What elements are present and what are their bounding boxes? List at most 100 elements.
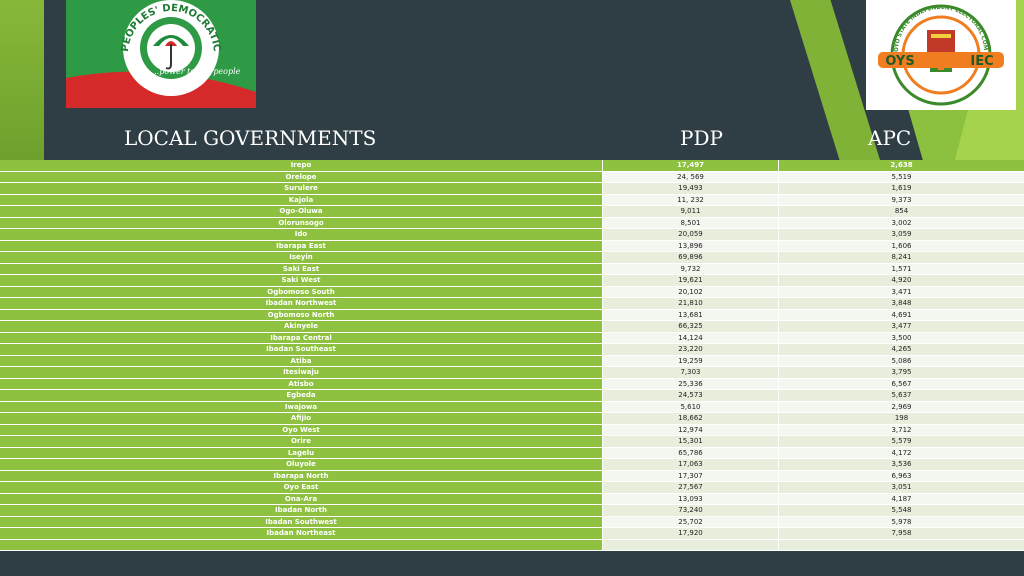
results-table: Irepo 17,497 2,638 Orelope 24, 569 5,519 Surul… bbox=[0, 160, 1024, 568]
lg-cell: Ona-Ara bbox=[0, 493, 602, 504]
pdp-votes-cell: 11, 232 bbox=[602, 194, 778, 205]
table-row: Iseyin 69,896 8,241 bbox=[0, 252, 1024, 264]
lg-cell: Akinyele bbox=[0, 321, 602, 332]
pdp-votes-cell: 9,732 bbox=[602, 263, 778, 274]
lg-cell: Itesiwaju bbox=[0, 367, 602, 378]
pdp-votes-cell: 7,303 bbox=[602, 367, 778, 378]
lg-cell: Atiba bbox=[0, 355, 602, 366]
pdp-votes-cell bbox=[602, 539, 778, 550]
apc-votes-cell: 3,002 bbox=[778, 217, 1024, 228]
lg-cell: Ogbomoso South bbox=[0, 286, 602, 297]
apc-votes-cell: 2,638 bbox=[778, 160, 1024, 171]
table-row: Saki West 19,621 4,920 bbox=[0, 275, 1024, 287]
pdp-votes-cell: 23,220 bbox=[602, 344, 778, 355]
lg-cell: Ibarapa East bbox=[0, 240, 602, 251]
table-row: Ona-Ara 13,093 4,187 bbox=[0, 493, 1024, 505]
apc-votes-cell: 4,265 bbox=[778, 344, 1024, 355]
table-row: Ibarapa North 17,307 6,963 bbox=[0, 470, 1024, 482]
pdp-votes-cell: 13,681 bbox=[602, 309, 778, 320]
table-row: Ibadan Southwest 25,702 5,978 bbox=[0, 516, 1024, 528]
apc-votes-cell: 3,500 bbox=[778, 332, 1024, 343]
table-row: Ido 20,059 3,059 bbox=[0, 229, 1024, 241]
apc-votes-cell: 3,051 bbox=[778, 482, 1024, 493]
table-row: Ibadan Southeast 23,220 4,265 bbox=[0, 344, 1024, 356]
pdp-votes-cell: 13,093 bbox=[602, 493, 778, 504]
lg-cell: Afijio bbox=[0, 413, 602, 424]
lg-cell: Ogo-Oluwa bbox=[0, 206, 602, 217]
pdp-votes-cell: 14,124 bbox=[602, 332, 778, 343]
apc-votes-cell: 5,579 bbox=[778, 436, 1024, 447]
table-row: Ogbomoso South 20,102 3,471 bbox=[0, 286, 1024, 298]
pdp-votes-cell: 17,063 bbox=[602, 459, 778, 470]
lg-cell: Ibarapa North bbox=[0, 470, 602, 481]
lg-cell: Orelope bbox=[0, 171, 602, 182]
pdp-votes-cell: 27,567 bbox=[602, 482, 778, 493]
table-row: Ogbomoso North 13,681 4,691 bbox=[0, 309, 1024, 321]
pdp-votes-cell: 21,810 bbox=[602, 298, 778, 309]
lg-cell: Ido bbox=[0, 229, 602, 240]
apc-votes-cell: 3,795 bbox=[778, 367, 1024, 378]
apc-votes-cell: 2,969 bbox=[778, 401, 1024, 412]
lg-cell: Ibadan Northwest bbox=[0, 298, 602, 309]
pdp-votes-cell: 25,702 bbox=[602, 516, 778, 527]
apc-votes-cell: 6,567 bbox=[778, 378, 1024, 389]
pdp-logo: PEOPLES' DEMOCRATIC PARTY ...power to th… bbox=[66, 0, 256, 108]
apc-votes-cell: 4,187 bbox=[778, 493, 1024, 504]
pdp-votes-cell: 65,786 bbox=[602, 447, 778, 458]
table-row: Oyo West 12,974 3,712 bbox=[0, 424, 1024, 436]
lg-cell: Oyo East bbox=[0, 482, 602, 493]
table-row: Irepo 17,497 2,638 bbox=[0, 160, 1024, 172]
lg-cell: Irepo bbox=[0, 160, 602, 171]
pdp-votes-cell: 18,662 bbox=[602, 413, 778, 424]
table-row: Afijio 18,662 198 bbox=[0, 413, 1024, 425]
oysiec-logo: OYO STATE INDEPENDENT ELECTORAL COMMISSI… bbox=[866, 0, 1016, 110]
apc-votes-cell bbox=[778, 539, 1024, 550]
table-row: Orelope 24, 569 5,519 bbox=[0, 171, 1024, 183]
table-row: Atiba 19,259 5,086 bbox=[0, 355, 1024, 367]
apc-votes-cell: 5,978 bbox=[778, 516, 1024, 527]
header-apc: APC bbox=[868, 126, 912, 150]
apc-votes-cell: 854 bbox=[778, 206, 1024, 217]
header-local-governments: LOCAL GOVERNMENTS bbox=[124, 126, 377, 150]
table-row: Egbeda 24,573 5,637 bbox=[0, 390, 1024, 402]
oysiec-logo-left: OYS bbox=[885, 54, 914, 69]
pdp-logo-slogan: ...power to the people bbox=[152, 67, 241, 76]
table-row: Ibadan North 73,240 5,548 bbox=[0, 505, 1024, 517]
lg-cell: Surulere bbox=[0, 183, 602, 194]
lg-cell: Olorunsogo bbox=[0, 217, 602, 228]
apc-votes-cell: 3,477 bbox=[778, 321, 1024, 332]
header-pdp: PDP bbox=[680, 126, 723, 150]
apc-votes-cell: 5,086 bbox=[778, 355, 1024, 366]
table-row: Olorunsogo 8,501 3,002 bbox=[0, 217, 1024, 229]
table-row: Ibadan Northeast 17,920 7,958 bbox=[0, 528, 1024, 540]
pdp-votes-cell: 19,493 bbox=[602, 183, 778, 194]
pdp-votes-cell: 20,059 bbox=[602, 229, 778, 240]
apc-votes-cell: 5,637 bbox=[778, 390, 1024, 401]
apc-votes-cell: 7,958 bbox=[778, 528, 1024, 539]
pdp-votes-cell: 73,240 bbox=[602, 505, 778, 516]
table-row: Itesiwaju 7,303 3,795 bbox=[0, 367, 1024, 379]
lg-cell: Ibadan Southeast bbox=[0, 344, 602, 355]
table-row: Akinyele 66,325 3,477 bbox=[0, 321, 1024, 333]
table-row: Orire 15,301 5,579 bbox=[0, 436, 1024, 448]
pdp-votes-cell: 17,307 bbox=[602, 470, 778, 481]
pdp-votes-cell: 12,974 bbox=[602, 424, 778, 435]
pdp-votes-cell: 19,621 bbox=[602, 275, 778, 286]
lg-cell: Ibadan North bbox=[0, 505, 602, 516]
table-row: Atisbo 25,336 6,567 bbox=[0, 378, 1024, 390]
pdp-votes-cell: 17,497 bbox=[602, 160, 778, 171]
lg-cell: Iwajowa bbox=[0, 401, 602, 412]
table-row: Iwajowa 5,610 2,969 bbox=[0, 401, 1024, 413]
pdp-votes-cell: 25,336 bbox=[602, 378, 778, 389]
lg-cell: Egbeda bbox=[0, 390, 602, 401]
lg-cell bbox=[0, 539, 602, 550]
lg-cell: Atisbo bbox=[0, 378, 602, 389]
table-row: Ibadan Northwest 21,810 3,848 bbox=[0, 298, 1024, 310]
apc-votes-cell: 8,241 bbox=[778, 252, 1024, 263]
apc-votes-cell: 4,691 bbox=[778, 309, 1024, 320]
oysiec-logo-right: IEC bbox=[970, 54, 993, 69]
apc-votes-cell: 3,059 bbox=[778, 229, 1024, 240]
apc-votes-cell: 198 bbox=[778, 413, 1024, 424]
table-row: Ibarapa East 13,896 1,606 bbox=[0, 240, 1024, 252]
pdp-votes-cell: 24, 569 bbox=[602, 171, 778, 182]
